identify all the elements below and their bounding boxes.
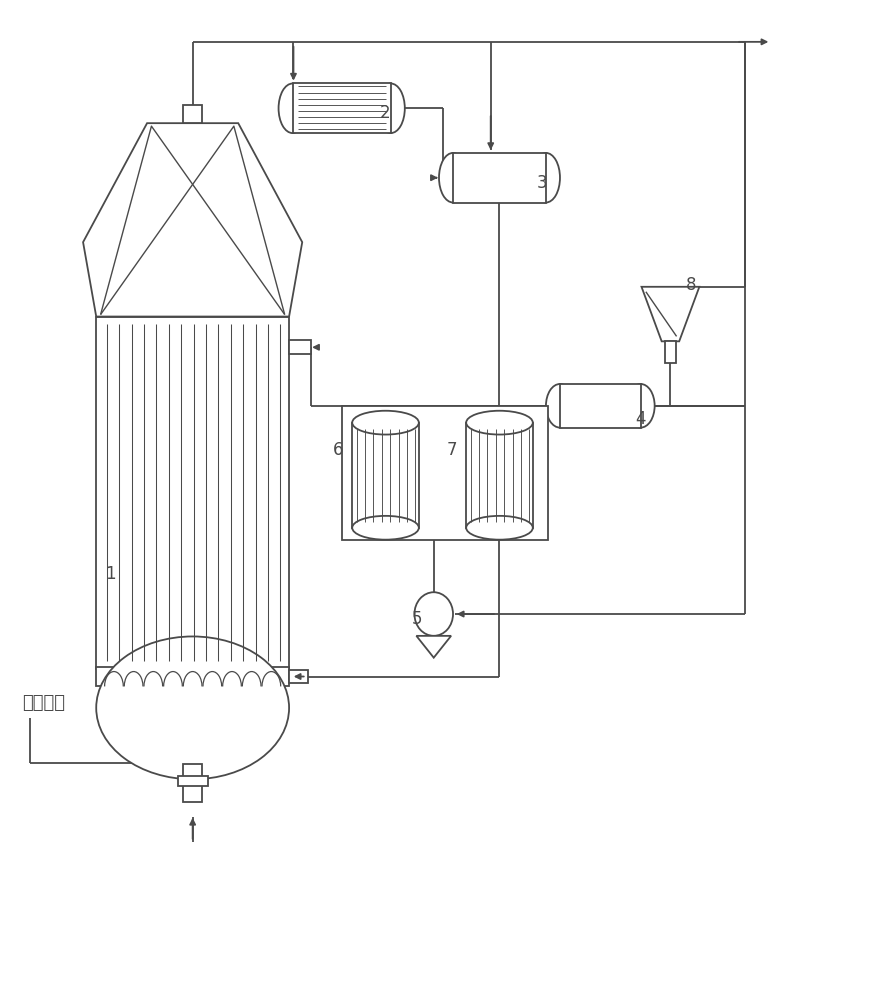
Ellipse shape xyxy=(439,153,467,202)
Bar xyxy=(342,406,548,540)
Text: 3: 3 xyxy=(537,174,548,192)
Text: 2: 2 xyxy=(380,104,390,122)
Polygon shape xyxy=(83,123,303,317)
Bar xyxy=(96,317,289,669)
Ellipse shape xyxy=(377,84,404,133)
Ellipse shape xyxy=(532,153,560,202)
Polygon shape xyxy=(642,287,699,341)
Ellipse shape xyxy=(546,384,574,428)
Ellipse shape xyxy=(414,592,453,636)
Ellipse shape xyxy=(352,516,419,540)
Bar xyxy=(560,384,641,428)
Bar xyxy=(666,341,675,363)
Bar xyxy=(466,423,533,528)
Text: 5: 5 xyxy=(412,610,422,628)
Ellipse shape xyxy=(279,84,306,133)
Text: 7: 7 xyxy=(447,441,458,459)
Text: 反应气体: 反应气体 xyxy=(22,694,65,712)
Text: 4: 4 xyxy=(635,410,646,428)
Ellipse shape xyxy=(96,636,289,779)
Text: 6: 6 xyxy=(333,441,343,459)
Ellipse shape xyxy=(466,516,533,540)
Text: 1: 1 xyxy=(105,565,116,583)
Bar xyxy=(293,83,391,133)
Bar xyxy=(96,667,289,686)
Text: 8: 8 xyxy=(686,276,696,294)
Bar xyxy=(183,764,203,802)
Bar xyxy=(183,105,203,123)
Ellipse shape xyxy=(627,384,655,428)
Bar xyxy=(352,423,419,528)
Bar xyxy=(178,776,208,786)
Bar xyxy=(289,340,311,354)
Polygon shape xyxy=(416,636,451,658)
Ellipse shape xyxy=(352,411,419,435)
Ellipse shape xyxy=(466,411,533,435)
Bar xyxy=(453,153,546,202)
Bar xyxy=(289,670,308,683)
